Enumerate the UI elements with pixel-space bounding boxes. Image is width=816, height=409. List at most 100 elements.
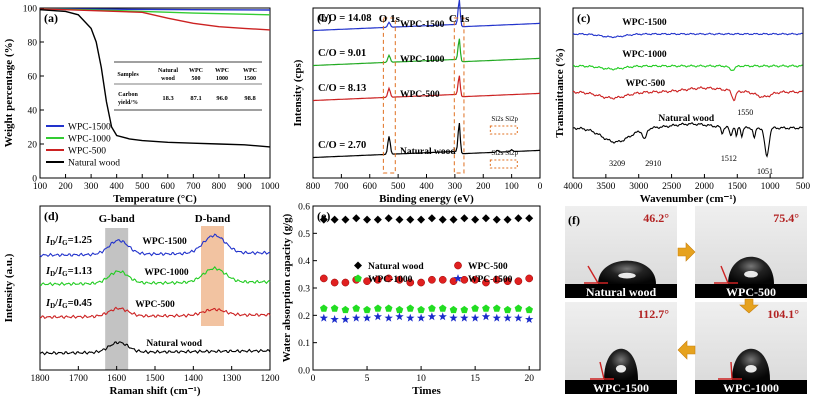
data-point bbox=[341, 278, 350, 287]
peak-annotation: 1512 bbox=[721, 154, 737, 163]
water-droplet bbox=[604, 348, 638, 380]
data-point bbox=[354, 261, 362, 270]
data-point bbox=[341, 215, 350, 224]
data-point bbox=[330, 215, 339, 224]
peak-box bbox=[453, 17, 465, 174]
data-point bbox=[352, 304, 360, 312]
data-point bbox=[503, 313, 512, 322]
substrate bbox=[695, 284, 807, 298]
table-cell: 98.8 bbox=[244, 95, 256, 102]
droplet-highlight bbox=[618, 272, 636, 279]
x-tick-label: 4000 bbox=[564, 182, 583, 192]
x-tick-label: 100 bbox=[505, 182, 520, 192]
y-tick-label: 40 bbox=[28, 107, 38, 117]
peak-annotation: 3209 bbox=[609, 159, 625, 168]
data-point bbox=[363, 215, 372, 224]
x-tick-label: 1700 bbox=[69, 374, 88, 384]
data-point bbox=[417, 278, 425, 287]
x-tick-label: 200 bbox=[476, 182, 491, 192]
y-tick-label: 80 bbox=[28, 39, 38, 49]
minor-box bbox=[489, 125, 518, 135]
x-tick-label: 20 bbox=[524, 374, 534, 384]
spectrum-line bbox=[313, 123, 540, 159]
angle-tangent-line bbox=[730, 361, 733, 380]
co-ratio: C/O = 8.13 bbox=[318, 83, 366, 94]
data-point bbox=[503, 305, 512, 314]
ratio-sub: G bbox=[62, 302, 68, 310]
data-point bbox=[427, 312, 437, 321]
legend-item: WPC-500 bbox=[68, 147, 106, 157]
x-tick-label: 400 bbox=[419, 182, 434, 192]
table-header: WPC bbox=[243, 68, 257, 74]
data-point bbox=[428, 275, 436, 284]
minor-peak-label: Si2p bbox=[505, 149, 518, 157]
data-point bbox=[384, 304, 393, 312]
ratio-symbol: I bbox=[57, 298, 63, 309]
x-tick-label: 2500 bbox=[662, 182, 681, 192]
data-point bbox=[525, 274, 534, 283]
water-droplet bbox=[598, 260, 656, 284]
data-point bbox=[373, 312, 382, 321]
table-header: 1500 bbox=[244, 76, 256, 82]
spectrum-label: Natural wood bbox=[146, 339, 202, 349]
data-point bbox=[341, 315, 350, 323]
data-point bbox=[481, 312, 491, 321]
spectrum-label: WPC-500 bbox=[626, 79, 666, 89]
y-tick-label: 0.3 bbox=[298, 285, 310, 295]
legend-item: WPC-1000 bbox=[368, 275, 413, 285]
legend-item: WPC-500 bbox=[468, 262, 508, 272]
table-cell: 18.3 bbox=[162, 95, 174, 102]
ratio-value: =0.45 bbox=[68, 298, 92, 309]
table-cell: 96.0 bbox=[216, 95, 227, 102]
x-tick-label: 800 bbox=[212, 182, 227, 192]
g-band-highlight bbox=[105, 228, 129, 370]
x-tick-label: 0 bbox=[538, 182, 543, 192]
spectrum-line bbox=[572, 32, 803, 39]
data-point bbox=[395, 215, 404, 224]
x-tick-label: 500 bbox=[391, 182, 406, 192]
data-point bbox=[352, 313, 361, 322]
legend-item: WPC-1000 bbox=[68, 135, 111, 145]
y-axis-title: Intensity (cps) bbox=[292, 59, 304, 126]
ratio-symbol: I bbox=[45, 298, 51, 309]
table-header: WPC bbox=[215, 68, 229, 74]
spectrum-label: WPC-1500 bbox=[622, 18, 667, 28]
x-tick-label: 300 bbox=[448, 182, 463, 192]
ratio-sub: G bbox=[62, 239, 68, 247]
spectrum-line bbox=[572, 64, 803, 71]
data-point bbox=[416, 313, 426, 322]
data-point bbox=[503, 215, 512, 224]
data-point bbox=[449, 305, 458, 314]
data-point bbox=[319, 215, 328, 224]
data-point bbox=[363, 277, 371, 286]
legend-item: Natural wood bbox=[68, 159, 120, 169]
panel-label: (c) bbox=[577, 11, 590, 25]
contact-angle-value: 46.2° bbox=[643, 211, 669, 225]
data-point bbox=[453, 274, 463, 283]
contact-angle-image: WPC-500 75.4° bbox=[695, 206, 807, 299]
spectrum-line bbox=[39, 266, 271, 287]
data-point bbox=[481, 214, 490, 223]
spectrum-label: WPC-1500 bbox=[400, 20, 445, 30]
data-point bbox=[460, 214, 469, 223]
data-point bbox=[471, 313, 480, 322]
data-point bbox=[395, 275, 404, 284]
data-point bbox=[482, 304, 490, 312]
data-point bbox=[460, 305, 469, 314]
ratio-symbol: I bbox=[57, 266, 63, 277]
x-axis-title: Temperature (°C) bbox=[113, 193, 197, 205]
x-tick-label: 100 bbox=[33, 182, 48, 192]
y-axis-title: Transmittance (%) bbox=[554, 48, 566, 138]
contact-angle-value: 112.7° bbox=[638, 307, 669, 321]
data-point bbox=[319, 313, 328, 322]
x-tick-label: 400 bbox=[110, 182, 125, 192]
data-point bbox=[395, 312, 404, 321]
spectrum-label: WPC-1000 bbox=[622, 50, 667, 60]
x-tick-label: 700 bbox=[186, 182, 201, 192]
co-ratio: C/O = 9.01 bbox=[318, 48, 366, 59]
data-point bbox=[471, 215, 480, 224]
series-line bbox=[39, 9, 271, 148]
data-point bbox=[319, 274, 328, 283]
series-line bbox=[39, 8, 271, 31]
